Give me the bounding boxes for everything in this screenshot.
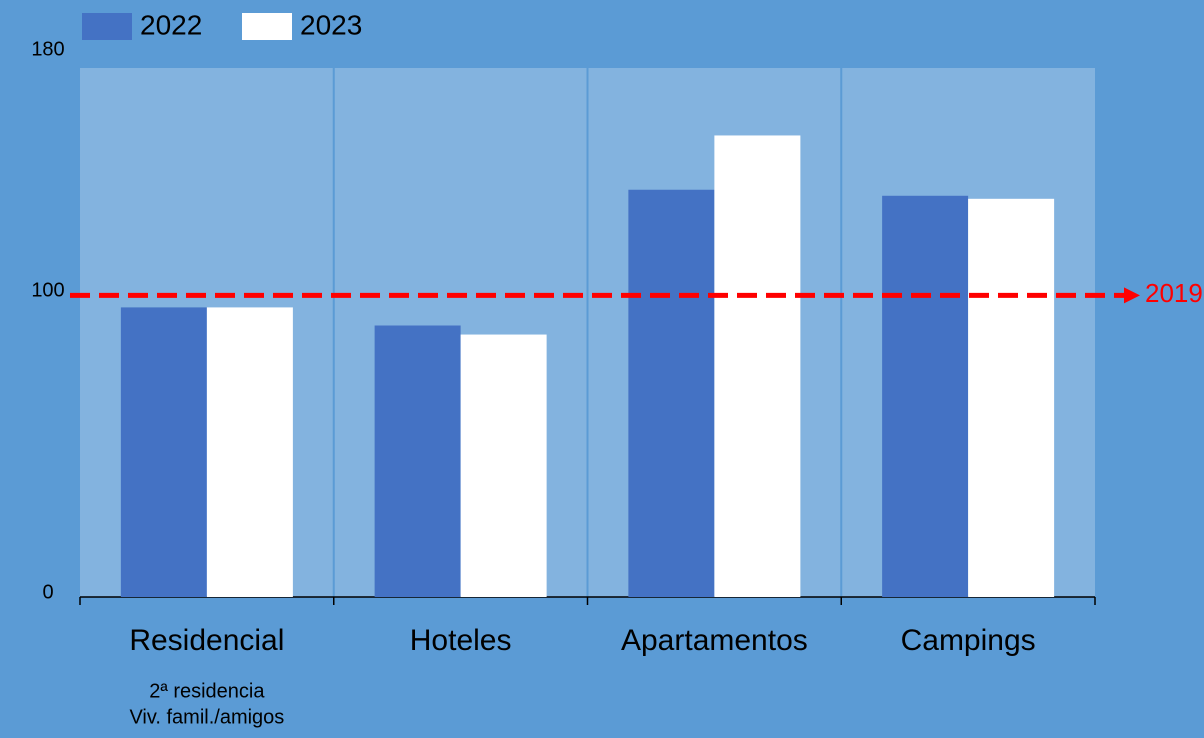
x-tick-label: Campings	[901, 624, 1036, 657]
bar	[460, 334, 547, 597]
category-note: Viv. famil./amigos	[129, 706, 284, 728]
reference-label: 2019	[1145, 278, 1203, 308]
y-tick-label: 0	[42, 581, 53, 603]
bar	[968, 198, 1055, 598]
x-tick-label: Apartamentos	[621, 624, 808, 657]
bar	[206, 307, 293, 597]
legend-swatch	[82, 13, 132, 40]
reference-arrow	[1124, 287, 1140, 304]
y-tick-label: 100	[31, 280, 64, 302]
bar	[714, 135, 801, 597]
bar	[374, 325, 461, 597]
bar	[120, 307, 207, 597]
legend-swatch	[242, 13, 292, 40]
legend-label: 2022	[140, 9, 202, 40]
bar	[628, 189, 715, 597]
category-note: 2ª residencia	[149, 680, 265, 702]
x-tick-label: Residencial	[129, 624, 284, 657]
legend-label: 2023	[300, 9, 362, 40]
x-tick-label: Hoteles	[410, 624, 512, 657]
bar	[882, 195, 969, 598]
y-tick-label: 180	[31, 38, 64, 60]
